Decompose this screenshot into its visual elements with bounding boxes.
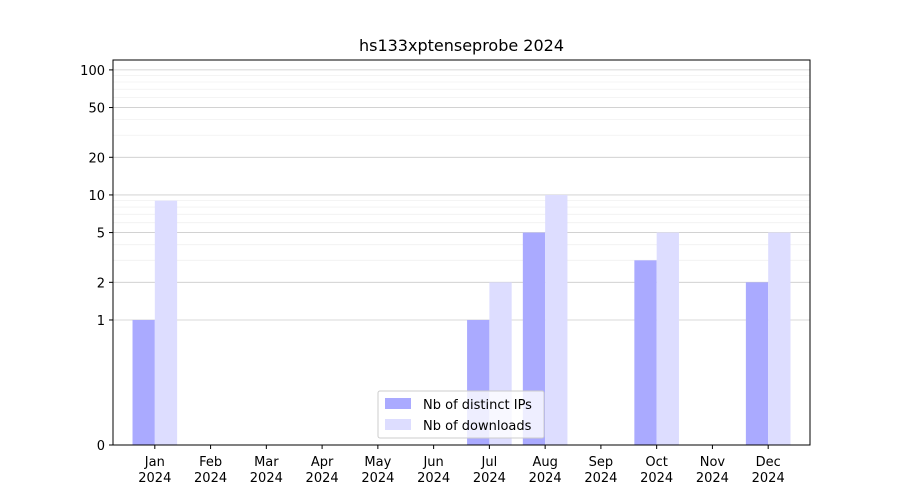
y-tick-label: 50 bbox=[88, 102, 105, 117]
y-tick-label: 20 bbox=[88, 151, 105, 166]
legend-label-downloads: Nb of downloads bbox=[423, 419, 532, 434]
plot-frame bbox=[112, 59, 811, 446]
chart-title: hs133xptenseprobe 2024 bbox=[359, 36, 564, 55]
x-tick-label: Mar 2024 bbox=[250, 455, 283, 486]
bar-downloads-9 bbox=[656, 232, 679, 445]
y-tick-label: 2 bbox=[97, 276, 105, 291]
x-tick-label: Dec 2024 bbox=[752, 455, 785, 486]
y-tick-label: 100 bbox=[80, 64, 105, 79]
y-axis-ticks: 0 1 2 5 10 20 50 100 bbox=[80, 64, 113, 454]
legend-box bbox=[377, 390, 545, 439]
x-tick-label: Oct 2024 bbox=[640, 455, 673, 486]
y-tick-label: 10 bbox=[88, 189, 105, 204]
x-tick-label: Feb 2024 bbox=[194, 455, 227, 486]
y-tick-label: 1 bbox=[97, 314, 105, 329]
x-tick-label: May 2024 bbox=[361, 455, 394, 486]
y-tick-label: 5 bbox=[97, 227, 105, 242]
legend-label-distinct-ips: Nb of distinct IPs bbox=[423, 398, 532, 413]
legend: Nb of distinct IPs Nb of downloads bbox=[377, 390, 545, 439]
y-tick-label: 0 bbox=[97, 439, 105, 454]
x-axis-ticks: Jan 2024 Feb 2024 Mar 2024 Apr 2024 May 2024 Jun 20… bbox=[138, 445, 785, 486]
x-tick-label: Jun 2024 bbox=[417, 455, 450, 486]
bar-distinct-ips-0 bbox=[132, 319, 155, 445]
bar-downloads-11 bbox=[768, 232, 791, 445]
grid-lines bbox=[113, 69, 810, 446]
bar-distinct-ips-11 bbox=[745, 282, 769, 445]
x-tick-label: Jul 2024 bbox=[473, 455, 506, 486]
x-tick-label: Nov 2024 bbox=[696, 455, 729, 486]
bar-downloads-7 bbox=[545, 194, 568, 445]
bar-distinct-ips-9 bbox=[634, 260, 657, 445]
legend-swatch-downloads bbox=[385, 419, 411, 430]
x-tick-label: Aug 2024 bbox=[529, 455, 562, 486]
x-tick-label: Apr 2024 bbox=[306, 455, 339, 486]
x-tick-label: Sep 2024 bbox=[584, 455, 617, 486]
bar-downloads-0 bbox=[154, 200, 178, 445]
legend-swatch-distinct-ips bbox=[385, 398, 411, 409]
x-tick-label: Jan 2024 bbox=[138, 455, 171, 486]
